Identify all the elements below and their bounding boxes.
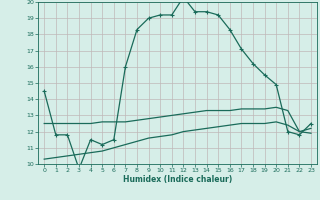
X-axis label: Humidex (Indice chaleur): Humidex (Indice chaleur) (123, 175, 232, 184)
